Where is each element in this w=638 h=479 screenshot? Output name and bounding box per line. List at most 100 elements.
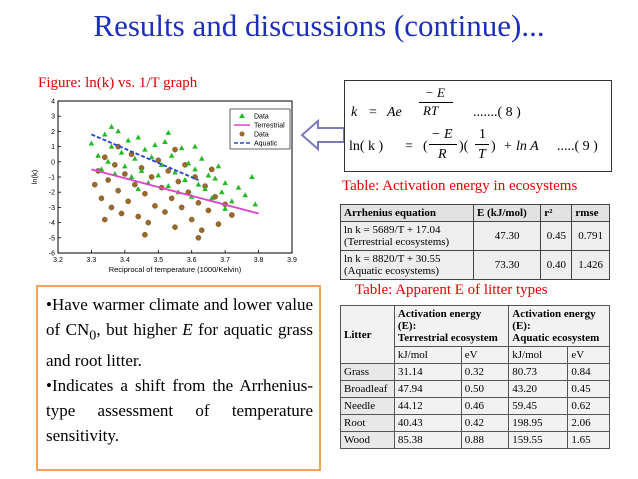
data-point-triangle [108, 143, 115, 149]
unit-cell: eV [460, 346, 510, 364]
table-cell: 43.20 [508, 380, 569, 398]
data-point-triangle [165, 183, 172, 189]
terrestrial-fit-line [91, 168, 259, 215]
table-cell: 44.12 [393, 397, 462, 415]
data-point-circle [112, 162, 118, 168]
group-line: (E): [397, 320, 417, 332]
table-cell: 47.30 [472, 221, 542, 251]
data-point-circle [229, 212, 235, 218]
eq2-frac2-line [475, 144, 489, 145]
eq1-lhs: k [351, 105, 358, 120]
equation-box: k = Ae − E RT .......( 8 ) ln( k ) = ( −… [344, 80, 612, 172]
y-tick-label: -2 [49, 190, 55, 197]
group-line: Aquatic ecosystem [512, 332, 600, 344]
data-point-triangle [128, 174, 135, 179]
table-cell: 85.38 [393, 431, 462, 449]
data-point-triangle [115, 128, 121, 134]
eq2-num1: − E [431, 127, 453, 142]
y-tick-label: -1 [49, 175, 55, 182]
legend-label: Terrestrial [254, 123, 285, 130]
data-point-triangle [122, 163, 128, 169]
slide-title: Results and discussions (continue)... [93, 8, 545, 43]
unit-cell: kJ/mol [508, 346, 569, 364]
eq2-frac1-line [429, 144, 457, 145]
data-point-triangle [135, 134, 142, 140]
data-point-triangle [125, 137, 131, 143]
data-point-triangle [222, 180, 228, 186]
equation-cell: ln k = 8820/T + 30.55 (Aquatic ecosystem… [340, 250, 474, 280]
table-row: Grass 31.14 0.32 80.73 0.84 [340, 363, 610, 381]
data-point-triangle [198, 155, 205, 161]
data-point-triangle [202, 186, 208, 192]
scatter-chart: 3.2 3.3 3.4 3.5 3.6 3.7 3.8 3.9 4 3 2 1 0 -1 -2 -3 -4 -5 -… [30, 95, 298, 275]
table-cell: 73.30 [472, 250, 542, 280]
data-point-circle [125, 198, 131, 205]
data-point-circle [162, 209, 168, 215]
eq2-num2: 1 [479, 127, 486, 142]
legend-label: Data [254, 114, 269, 121]
x-tick-label: 3.5 [153, 257, 163, 264]
data-point-triangle [249, 174, 255, 179]
data-point-circle [172, 146, 178, 153]
data-point-circle [198, 227, 205, 233]
bullet-1-text-b: , but higher [96, 320, 183, 339]
data-point-triangle [148, 154, 155, 160]
data-point-circle [105, 177, 111, 183]
table-cell: 0.46 [460, 397, 510, 415]
table-cell: 0.84 [567, 363, 610, 381]
table-cell: 0.791 [571, 221, 610, 251]
figure-caption: Figure: ln(k) vs. 1/T graph [38, 75, 198, 91]
y-tick-label: 1 [51, 144, 55, 151]
y-axis-label: ln(k) [30, 169, 39, 184]
table-cell: 0.40 [540, 250, 573, 280]
table-row: Broadleaf 47.94 0.50 43.20 0.45 [340, 380, 610, 398]
data-point-triangle [192, 143, 198, 149]
group-line: Terrestrial ecosystem [397, 332, 498, 344]
litter-name: Broadleaf [340, 380, 395, 398]
data-point-circle [175, 178, 182, 185]
data-point-circle [178, 204, 185, 211]
group-line: Activation energy [512, 308, 596, 320]
ecosystem-note: (Aquatic ecosystems) [344, 265, 439, 277]
table-header-cell: E (kJ/mol) [472, 204, 542, 222]
table-row: Root 40.43 0.42 198.95 2.06 [340, 414, 610, 432]
litter-types-table: Litter Activation energy (E): Terrestria… [340, 305, 610, 449]
x-tick-label: 3.3 [87, 257, 97, 264]
group-line: Activation energy [397, 308, 482, 320]
eq2-close: ) [491, 139, 496, 154]
data-point-triangle [152, 142, 158, 148]
data-point-triangle [135, 186, 142, 192]
aquatic-fit-line [91, 133, 199, 181]
y-tick-label: 3 [51, 114, 55, 121]
data-point-circle [142, 231, 148, 238]
eq2-open: ( [423, 139, 428, 154]
equation-cell: ln k = 5689/T + 17.04 (Terrestrial ecosy… [340, 221, 474, 251]
data-point-circle [152, 203, 158, 209]
table-cell: 0.50 [460, 380, 510, 398]
x-tick-label: 3.9 [287, 257, 297, 264]
aquatic-group-header: Activation energy (E): Aquatic ecosystem [508, 305, 610, 347]
table2-caption: Table: Apparent E of litter types [355, 282, 548, 298]
activation-energy-table: Arrhenius equation E (kJ/mol) r² rmse ln… [340, 204, 610, 280]
table-header-row: Arrhenius equation E (kJ/mol) r² rmse [340, 204, 610, 222]
eq2-den2: T [478, 147, 486, 162]
x-tick-label: 3.7 [220, 257, 230, 264]
table-cell: 1.65 [567, 431, 610, 449]
data-point-triangle [222, 205, 228, 211]
table-cell: 80.73 [508, 363, 569, 381]
table1-caption: Table: Activation energy in ecosystems [342, 178, 578, 194]
bullet-1-subscript: 0 [89, 327, 97, 344]
eq2-mid: )( [459, 139, 469, 154]
eq2-ref: .....( 9 ) [557, 139, 598, 154]
data-point-triangle [208, 195, 215, 201]
eq1-ae: Ae [387, 105, 402, 120]
equation-text: ln k = 5689/T + 17.04 [344, 224, 441, 236]
litter-name: Wood [340, 431, 395, 449]
x-tick-label: 3.8 [254, 257, 264, 264]
data-point-circle [168, 195, 175, 202]
data-point-circle [195, 200, 202, 206]
table-cell: 1.426 [571, 250, 610, 280]
data-point-circle [91, 181, 98, 188]
eq1-frac-line [419, 102, 453, 103]
pointer-arrow [300, 118, 346, 157]
